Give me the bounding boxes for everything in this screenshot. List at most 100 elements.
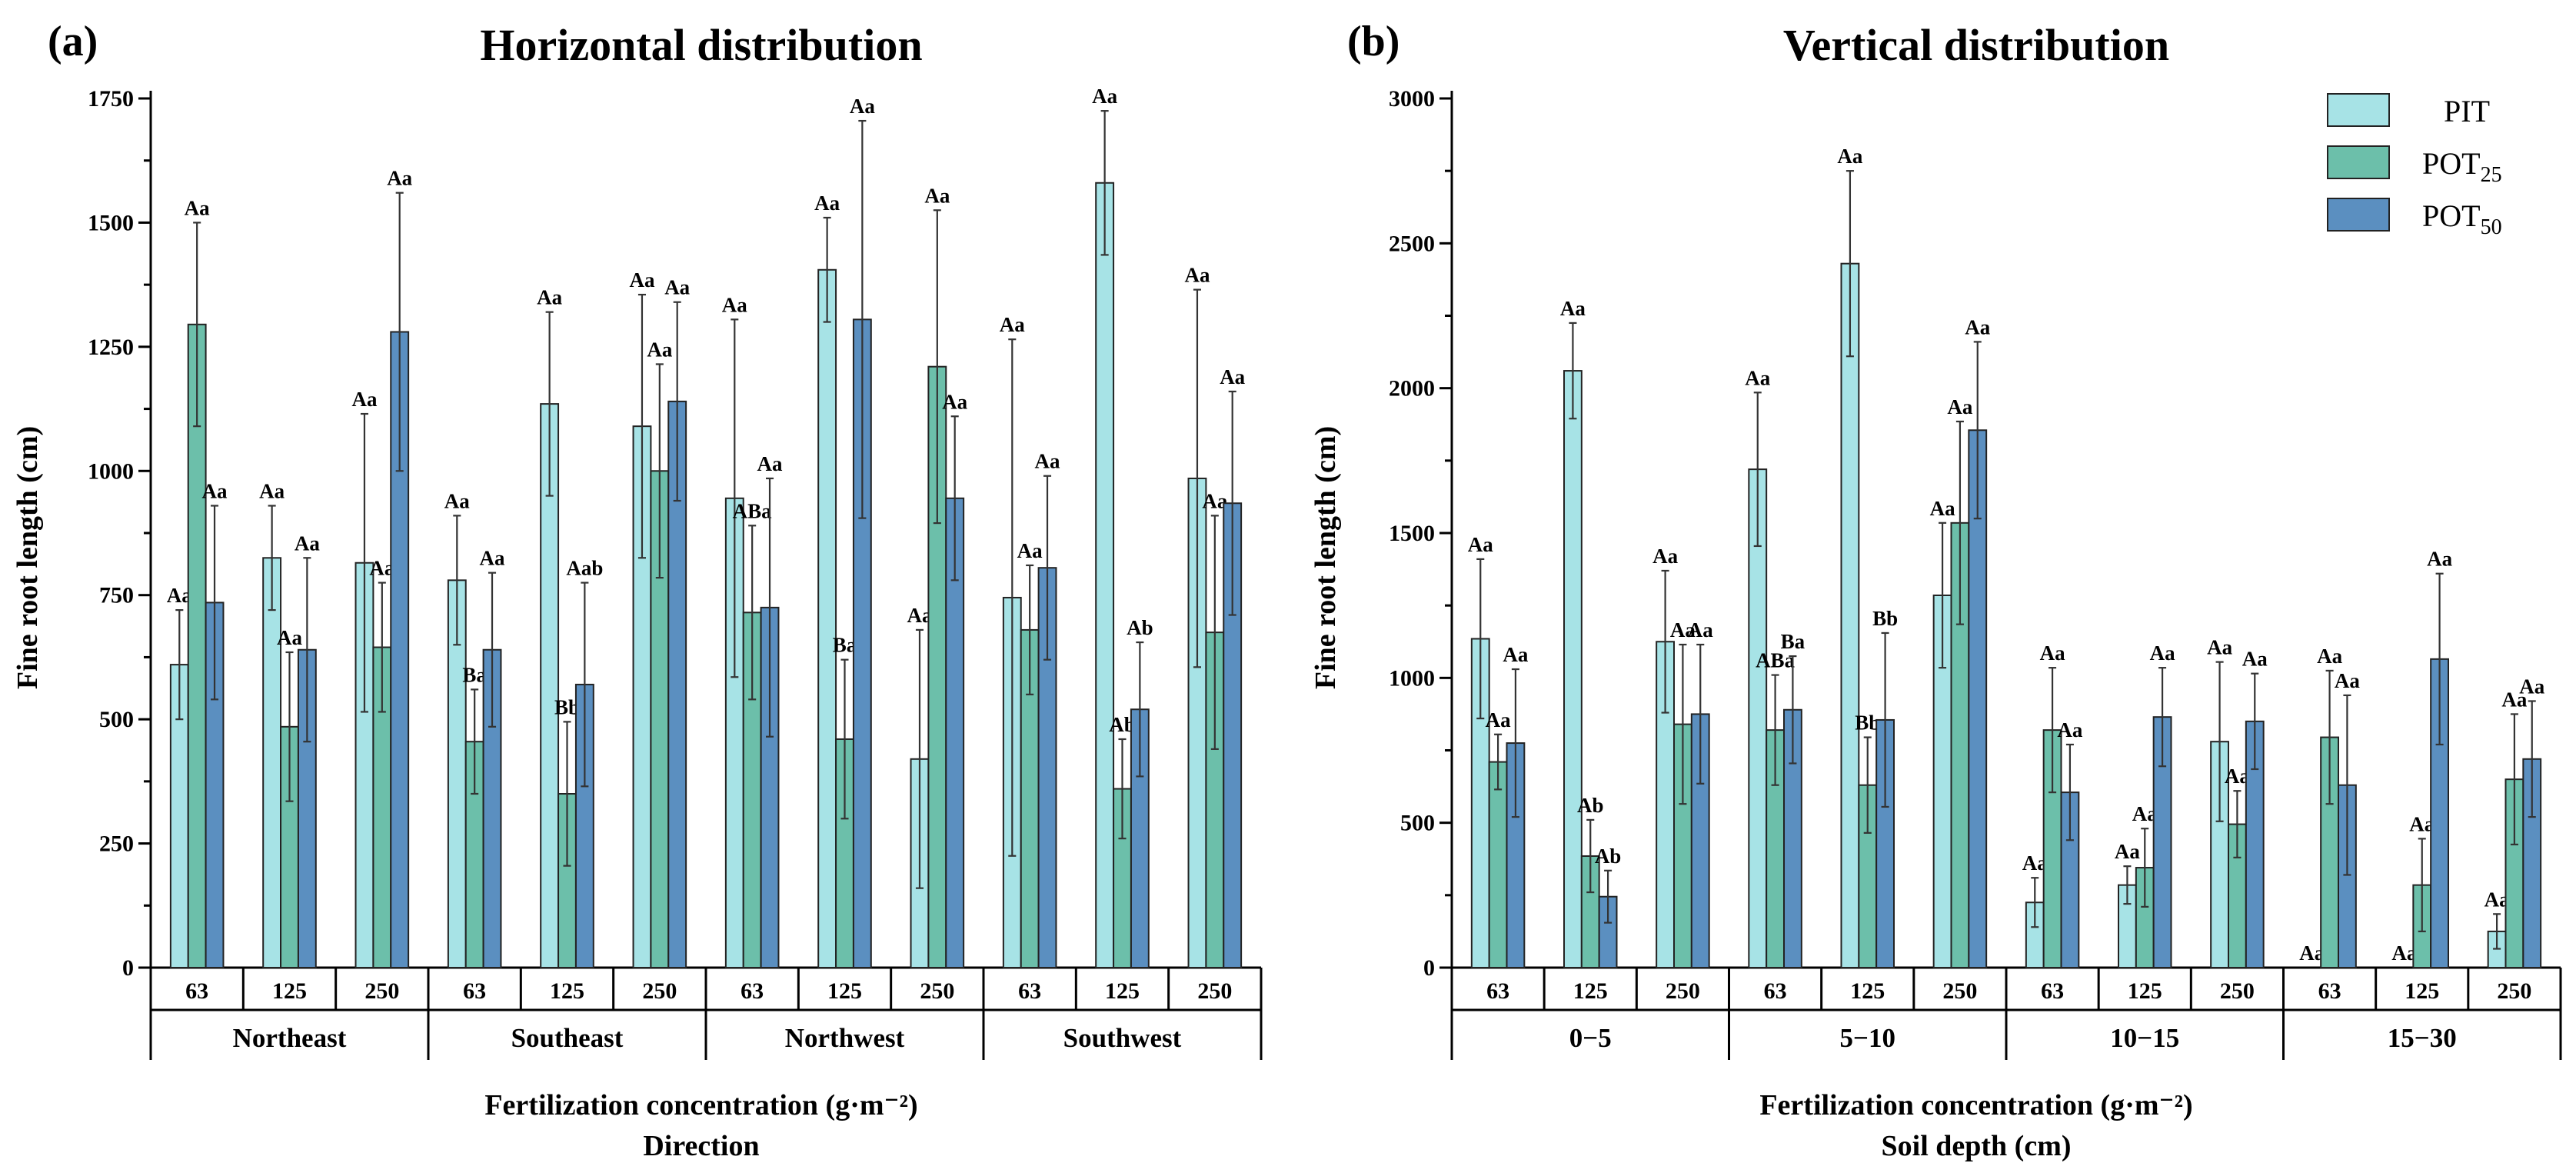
panel-a-significance-label-pit: Aa (629, 268, 654, 292)
legend: PIT POT25 POT50 (2327, 93, 2502, 239)
panel-a-significance-label-pit: Aa (259, 479, 285, 502)
legend-label-pot50: POT50 (2422, 198, 2502, 239)
panel-b-y-tick-label: 1000 (1389, 665, 1435, 691)
panel-a-group-label: Northeast (233, 1023, 347, 1053)
panel-b-significance-label-pit: Aa (1468, 533, 1493, 556)
panel-b-title: Vertical distribution (1783, 20, 2169, 70)
legend-label-pot25-base: POT (2422, 146, 2481, 181)
panel-a-x-tick-label: 63 (185, 978, 208, 1004)
panel-b-significance-label-pit: Aa (1930, 497, 1955, 520)
legend-label-pot50-sub: 50 (2481, 215, 2502, 239)
panel-b-significance-label-pot50: Bb (1872, 607, 1898, 630)
panel-b-group-label: 5−10 (1840, 1023, 1895, 1053)
panel-a-y-tick-label: 750 (99, 583, 134, 608)
legend-swatch-pot50 (2327, 198, 2390, 232)
panel-b-y-tick-label: 500 (1400, 811, 1435, 836)
panel-b-significance-label-pot25: ABa (1756, 649, 1796, 672)
panel-a-x-tick-label: 250 (364, 978, 399, 1004)
legend-swatch-pit (2327, 93, 2390, 127)
panel-b-vertical-distribution: (b) Vertical distribution Fine root leng… (1310, 18, 2562, 1162)
legend-label-pot50-base: POT (2422, 198, 2481, 233)
panel-b-x-tick-label: 250 (1942, 978, 1977, 1004)
panel-b-significance-label-pot25: Aa (2317, 645, 2342, 668)
panel-a-y-tick-label: 1250 (88, 335, 134, 360)
panel-b-significance-label-pit: Aa (2115, 840, 2140, 863)
legend-label-pot25: POT25 (2422, 146, 2502, 187)
panel-a-x-tick-label: 125 (1105, 978, 1140, 1004)
panel-b-significance-label-pot50: Aa (2335, 669, 2360, 692)
panel-b-significance-label-pot50: Ba (1781, 630, 1806, 653)
panel-b-group-label: 15−30 (2388, 1023, 2457, 1053)
panel-b-x-tick-label: 125 (1573, 978, 1608, 1004)
panel-a-significance-label-pot25: Aa (647, 338, 672, 361)
panel-a-significance-label-pot25: Aa (924, 184, 950, 207)
panel-b-letter: (b) (1347, 18, 1399, 65)
panel-b-y-tick-label: 2000 (1389, 376, 1435, 402)
panel-b-significance-label-pit: Aa (1837, 145, 1862, 168)
panel-b-bar-pot25 (1488, 761, 1508, 968)
panel-b-x-tick-label: 63 (2318, 978, 2341, 1004)
panel-b-significance-label-pot50: Aa (2519, 675, 2544, 698)
panel-a-bar-pit (262, 557, 282, 968)
panel-a-significance-label-pit: Aa (814, 192, 840, 215)
panel-a-significance-label-pot50: Aa (387, 167, 412, 190)
panel-b-y-axis-title: Fine root length (cm) (1310, 426, 1342, 689)
panel-a-x-tick-label: 63 (463, 978, 486, 1004)
panel-a-y-tick-label: 1500 (88, 210, 134, 235)
panel-b-y-tick-label: 0 (1423, 955, 1435, 981)
panel-b-significance-label-pit: Aa (1560, 297, 1586, 320)
panel-a-significance-label-pot50: Aa (850, 95, 875, 118)
panel-b-significance-label-pot50: Ab (1595, 845, 1622, 868)
panel-a-y-tick-label: 500 (99, 707, 134, 732)
panel-b-significance-label-pot25: Aa (1486, 708, 1511, 731)
panel-a-significance-label-pot50: Aa (1035, 450, 1060, 473)
panel-a-x-tick-label: 63 (1018, 978, 1041, 1004)
panel-b-x-tick-label: 63 (1764, 978, 1787, 1004)
panel-b-significance-label-pot50: Aa (2150, 641, 2175, 665)
panel-a-horizontal-distribution: (a) Horizontal distribution Fine root le… (12, 18, 1263, 1162)
panel-b-significance-label-pot50: Aa (2242, 648, 2268, 671)
panel-a-x-tick-label: 125 (272, 978, 307, 1004)
panel-a-bar-pit (817, 268, 837, 968)
panel-a-letter: (a) (48, 18, 98, 65)
panel-b-group-label: 10−15 (2110, 1023, 2179, 1053)
panel-b-significance-label-pit: Aa (2207, 636, 2232, 659)
panel-a-significance-label-pot50: Aa (480, 547, 505, 570)
legend-label-pit: PIT (2444, 94, 2490, 128)
panel-a-group-label: Southwest (1063, 1023, 1182, 1053)
panel-a-group-label: Southeast (511, 1023, 624, 1053)
panel-b-significance-label-pot50: Aa (1688, 618, 1713, 641)
panel-b-bar-pit (1840, 262, 1860, 968)
panel-b-significance-label-pot50: Aa (2057, 718, 2082, 741)
panel-b-significance-label-pit: Aa (1745, 366, 1770, 389)
panel-a-x-tick-label: 125 (550, 978, 584, 1004)
panel-b-significance-label-pit: Aa (1652, 545, 1678, 568)
panel-a-y-tick-label: 250 (99, 831, 134, 857)
panel-a-bar-pit (1095, 182, 1115, 968)
panel-a-significance-label-pit: Aa (351, 388, 377, 411)
panel-a-significance-label-pot25: ABa (733, 499, 773, 522)
panel-a-significance-label-pit: Aa (444, 489, 470, 512)
panel-a-x-tick-label: 63 (741, 978, 764, 1004)
panel-a-significance-label-pot25: Aa (185, 196, 210, 219)
panel-a-significance-label-pot25: Aa (277, 626, 302, 649)
panel-b-x-tick-label: 250 (2220, 978, 2255, 1004)
panel-b-x-axis-subtitle: Soil depth (cm) (1882, 1130, 2072, 1162)
panel-a-y-tick-label: 1000 (88, 458, 134, 484)
legend-swatch-pot25 (2327, 145, 2390, 179)
panel-b-significance-label-pot50: Aa (2427, 548, 2452, 571)
panel-b-significance-label-pot25: Aa (2501, 688, 2527, 711)
panel-a-significance-label-pot50: Aa (664, 276, 690, 299)
panel-b-group-label: 0−5 (1569, 1023, 1612, 1053)
panel-a-y-tick-label: 0 (122, 955, 134, 981)
panel-b-significance-label-pot25: Aa (2040, 641, 2065, 665)
panel-a-plot-area: 0 250 500 750 1000 1250 1500 1750 63 125 250 Northe… (88, 85, 1263, 1060)
panel-a-significance-label-pit: Aa (1184, 264, 1210, 287)
panel-b-bar-pit (1563, 370, 1583, 969)
panel-a-significance-label-pot50: Aab (566, 557, 603, 580)
panel-a-title: Horizontal distribution (480, 20, 922, 70)
panel-a-significance-label-pot50: Ab (1127, 616, 1153, 639)
panel-a-y-tick-label: 1750 (88, 86, 134, 112)
panel-a-significance-label-pot50: Aa (942, 390, 967, 413)
